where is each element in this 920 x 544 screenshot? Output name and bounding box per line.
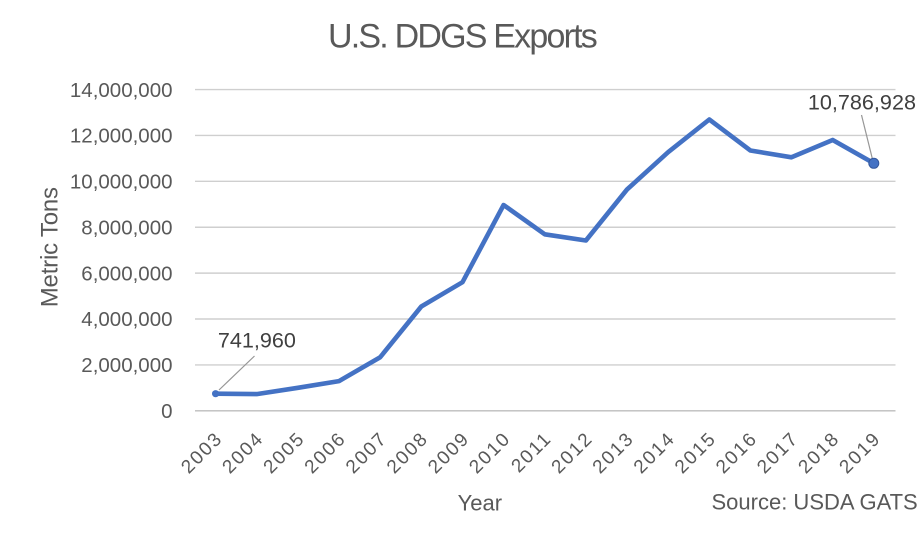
svg-text:U.S. DDGS Exports: U.S. DDGS Exports: [328, 17, 597, 55]
svg-text:10,000,000: 10,000,000: [70, 171, 173, 194]
svg-text:0: 0: [161, 400, 172, 423]
svg-text:Year: Year: [458, 490, 502, 515]
svg-text:14,000,000: 14,000,000: [70, 79, 173, 102]
svg-text:12,000,000: 12,000,000: [70, 125, 173, 148]
svg-text:10,786,928: 10,786,928: [808, 89, 916, 114]
svg-text:4,000,000: 4,000,000: [81, 308, 172, 331]
svg-text:8,000,000: 8,000,000: [81, 216, 172, 239]
svg-text:6,000,000: 6,000,000: [81, 262, 172, 285]
svg-text:2,000,000: 2,000,000: [81, 354, 172, 377]
svg-text:741,960: 741,960: [218, 327, 296, 352]
svg-text:Source: USDA GATS: Source: USDA GATS: [712, 490, 918, 515]
svg-text:Metric Tons: Metric Tons: [37, 187, 64, 307]
